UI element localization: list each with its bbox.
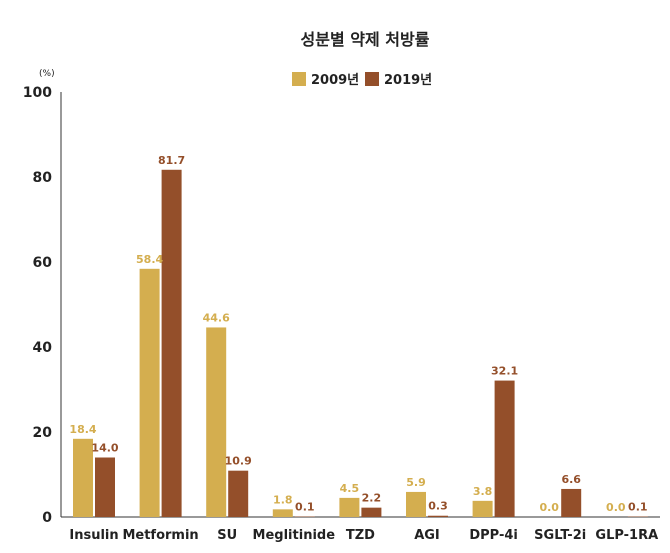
y-tick-label: 60	[33, 255, 53, 271]
data-label: 0.1	[295, 501, 315, 514]
x-ticks: Insulin Metformin SU Meglitinide TZD AGI DPP-4…	[69, 528, 658, 543]
legend-label-2009: 2009년	[311, 73, 359, 88]
y-tick-label: 0	[42, 510, 52, 526]
x-tick-label: Metformin	[122, 528, 198, 543]
legend: 2009년 2019년	[292, 72, 432, 88]
bar-tzd-2019	[361, 507, 382, 517]
x-tick-label: DPP-4i	[469, 528, 518, 543]
x-tick-label: SU	[217, 528, 237, 543]
y-tick-label: 20	[33, 425, 53, 441]
bar-insulin-2019	[95, 457, 115, 517]
bar-metformin-2019	[161, 169, 182, 517]
data-label: 4.5	[340, 482, 360, 495]
data-label: 0.0	[606, 501, 626, 514]
data-label: 32.1	[491, 365, 518, 378]
data-label: 0.0	[539, 501, 559, 514]
legend-label-2019: 2019년	[384, 73, 432, 88]
bar-su-2019	[228, 470, 249, 517]
bar-meglitinide-2009	[272, 509, 293, 517]
data-labels: 18.414.058.481.744.610.91.80.14.52.25.90…	[69, 154, 647, 514]
bars	[73, 169, 648, 517]
x-tick-label: GLP-1RA	[595, 528, 658, 543]
data-label: 14.0	[91, 442, 118, 455]
y-axis-unit: (%)	[39, 69, 55, 79]
y-ticks: 0 20 40 60 80 100	[23, 85, 52, 526]
data-label: 6.6	[561, 473, 581, 486]
bar-dpp-4i-2019	[494, 380, 515, 517]
y-tick-label: 100	[23, 85, 52, 101]
data-label: 0.1	[628, 501, 648, 514]
bar-tzd-2009	[339, 497, 360, 517]
data-label: 10.9	[225, 455, 252, 468]
y-tick-label: 40	[33, 340, 53, 356]
y-tick-label: 80	[33, 170, 53, 186]
data-label: 44.6	[203, 311, 230, 324]
x-tick-label: AGI	[414, 528, 440, 543]
data-label: 58.4	[136, 253, 163, 266]
data-label: 5.9	[406, 476, 426, 489]
x-tick-label: Insulin	[69, 528, 118, 543]
x-tick-label: TZD	[346, 528, 375, 543]
bar-insulin-2009	[73, 438, 93, 517]
bar-metformin-2009	[139, 268, 160, 517]
chart-title: 성분별 약제 처방률	[301, 30, 430, 49]
legend-swatch-2019	[365, 72, 379, 86]
data-label: 2.2	[362, 492, 382, 505]
data-label: 0.3	[428, 500, 448, 513]
bar-agi-2019	[428, 515, 448, 517]
bar-sglt-2i-2019	[561, 488, 582, 517]
data-label: 3.8	[473, 485, 493, 498]
x-tick-label: SGLT-2i	[534, 528, 586, 543]
bar-su-2009	[206, 327, 227, 517]
data-label: 1.8	[273, 493, 293, 506]
x-tick-label: Meglitinide	[253, 528, 336, 543]
bar-agi-2009	[406, 491, 426, 517]
data-label: 81.7	[158, 154, 185, 167]
legend-swatch-2009	[292, 72, 306, 86]
bar-dpp-4i-2009	[472, 500, 493, 517]
data-label: 18.4	[69, 423, 96, 436]
